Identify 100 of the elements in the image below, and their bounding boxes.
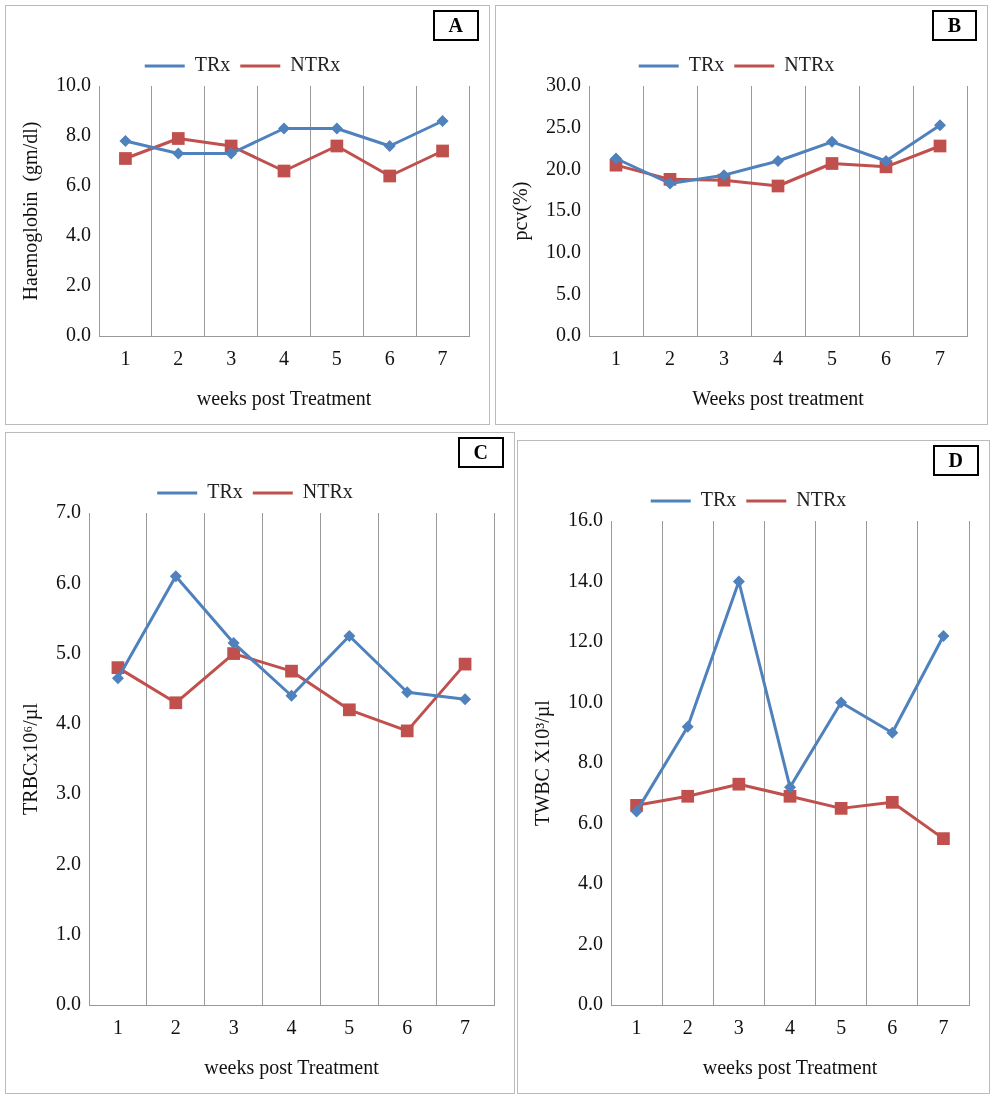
y-tick-label: 4.0 bbox=[578, 871, 603, 894]
x-tick-label: 5 bbox=[827, 347, 837, 370]
y-tick-label: 14.0 bbox=[568, 568, 603, 591]
point bbox=[383, 140, 396, 152]
point bbox=[784, 781, 796, 794]
y-tick-label: 5.0 bbox=[56, 640, 81, 663]
point bbox=[225, 147, 238, 160]
x-tick-label: 7 bbox=[460, 1016, 471, 1039]
point bbox=[880, 155, 892, 167]
point bbox=[885, 795, 899, 809]
y-tick-label: 2.0 bbox=[56, 851, 81, 874]
legend-label: NTRx bbox=[784, 53, 835, 76]
point bbox=[227, 637, 240, 650]
point bbox=[937, 832, 950, 845]
y-tick-label: 5.0 bbox=[556, 281, 581, 304]
x-tick-label: 1 bbox=[120, 347, 131, 370]
point bbox=[825, 157, 839, 170]
y-tick-label: 25.0 bbox=[546, 114, 581, 137]
point bbox=[681, 720, 694, 733]
point bbox=[732, 777, 746, 791]
y-axis-title: TWBC X10³/µl bbox=[531, 699, 555, 826]
point bbox=[401, 686, 414, 699]
x-tick-label: 1 bbox=[112, 1016, 123, 1039]
x-tick-label: 6 bbox=[384, 347, 395, 370]
y-tick-label: 0.0 bbox=[556, 323, 581, 346]
point bbox=[436, 144, 449, 158]
x-tick-label: 7 bbox=[938, 1016, 949, 1039]
y-tick-label: 7.0 bbox=[56, 500, 81, 523]
x-tick-label: 1 bbox=[631, 1016, 642, 1039]
x-tick-label: 4 bbox=[286, 1016, 297, 1039]
y-tick-label: 8.0 bbox=[578, 750, 603, 773]
point bbox=[436, 115, 449, 127]
y-tick-label: 20.0 bbox=[546, 156, 581, 179]
x-tick-label: 3 bbox=[228, 1016, 239, 1039]
y-tick-label: 30.0 bbox=[546, 73, 581, 96]
y-tick-label: 4.0 bbox=[56, 711, 81, 734]
point bbox=[278, 122, 290, 135]
y-tick-label: 3.0 bbox=[56, 781, 81, 804]
point bbox=[681, 789, 695, 803]
point bbox=[169, 570, 182, 583]
point bbox=[630, 805, 643, 818]
point bbox=[826, 135, 838, 148]
point bbox=[111, 672, 124, 685]
legend-label: NTRx bbox=[302, 480, 353, 503]
x-tick-label: 6 bbox=[887, 1016, 898, 1039]
point bbox=[169, 696, 183, 710]
point bbox=[937, 629, 950, 642]
y-tick-label: 10.0 bbox=[546, 239, 581, 262]
y-tick-label: 1.0 bbox=[56, 921, 81, 944]
chart-title: B bbox=[931, 10, 977, 41]
point bbox=[119, 152, 132, 165]
chart-title: A bbox=[432, 10, 479, 41]
point bbox=[400, 724, 414, 738]
x-tick-label: 5 bbox=[344, 1016, 355, 1039]
point bbox=[772, 155, 784, 167]
legend-label: TRx bbox=[688, 53, 725, 76]
point bbox=[171, 132, 185, 145]
point bbox=[119, 135, 132, 147]
y-tick-label: 12.0 bbox=[568, 629, 603, 652]
y-tick-label: 16.0 bbox=[568, 508, 603, 531]
x-axis-title: weeks post Treatment bbox=[204, 1056, 380, 1080]
y-tick-label: 0.0 bbox=[56, 992, 81, 1015]
y-tick-label: 0.0 bbox=[578, 992, 603, 1015]
legend-label: NTRx bbox=[796, 488, 847, 511]
chart-title: C bbox=[457, 437, 504, 468]
y-tick-label: 15.0 bbox=[546, 198, 581, 221]
x-tick-label: 4 bbox=[773, 347, 783, 370]
legend-label: TRx bbox=[194, 53, 231, 76]
point bbox=[664, 177, 676, 190]
x-tick-label: 5 bbox=[836, 1016, 847, 1039]
x-tick-label: 4 bbox=[785, 1016, 795, 1039]
y-tick-label: 10.0 bbox=[56, 73, 91, 96]
y-axis-title: TRBCx10⁶/µl bbox=[19, 702, 43, 815]
x-tick-label: 2 bbox=[173, 347, 184, 370]
point bbox=[343, 630, 356, 642]
point bbox=[227, 647, 241, 660]
x-tick-label: 3 bbox=[733, 1016, 744, 1039]
point bbox=[285, 689, 298, 702]
point bbox=[886, 726, 899, 739]
point bbox=[732, 575, 745, 588]
x-tick-label: 3 bbox=[719, 347, 729, 370]
y-tick-label: 6.0 bbox=[66, 173, 91, 196]
x-tick-label: 3 bbox=[226, 347, 237, 370]
legend-label: TRx bbox=[207, 480, 243, 503]
y-tick-label: 6.0 bbox=[578, 810, 603, 833]
y-tick-label: 8.0 bbox=[66, 123, 91, 146]
y-tick-label: 4.0 bbox=[66, 223, 91, 246]
y-axis-title: pcv(%) bbox=[509, 181, 533, 241]
x-tick-label: 6 bbox=[402, 1016, 413, 1039]
point bbox=[934, 119, 946, 132]
point bbox=[342, 703, 356, 717]
x-tick-label: 2 bbox=[170, 1016, 181, 1039]
x-tick-label: 2 bbox=[665, 347, 675, 370]
x-tick-label: 4 bbox=[279, 347, 289, 370]
point bbox=[459, 693, 472, 706]
y-tick-label: 10.0 bbox=[568, 689, 603, 712]
x-tick-label: 7 bbox=[437, 347, 448, 370]
x-axis-title: weeks post Treatment bbox=[196, 387, 372, 411]
x-tick-label: 2 bbox=[682, 1016, 693, 1039]
x-tick-label: 6 bbox=[881, 347, 891, 370]
